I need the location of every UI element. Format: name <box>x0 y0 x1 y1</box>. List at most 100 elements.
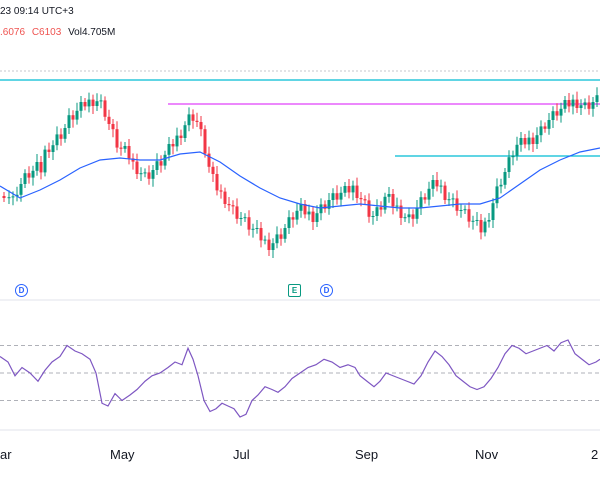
candle-body <box>131 158 135 162</box>
candle-body <box>431 180 435 189</box>
candle-body <box>263 239 267 241</box>
candle-body <box>139 173 143 175</box>
candle-body <box>427 188 431 200</box>
candle-body <box>199 122 203 130</box>
candle-body <box>467 209 471 222</box>
candle-body <box>211 166 215 174</box>
candle-body <box>323 204 327 209</box>
candle-body <box>351 185 355 193</box>
candle-body <box>47 149 51 152</box>
candle-body <box>39 162 43 173</box>
candle-body <box>11 196 15 198</box>
close-value: C6103 <box>31 27 62 38</box>
candle-body <box>239 218 243 219</box>
candle-body <box>511 155 515 158</box>
candle-body <box>327 200 331 209</box>
candle-body <box>575 99 579 108</box>
candle-body <box>207 153 211 167</box>
candle-body <box>163 154 167 166</box>
candle-body <box>491 203 495 220</box>
candle-body <box>435 180 439 187</box>
ohlc-fragment: .6076 <box>0 27 26 38</box>
candle-body <box>243 217 247 219</box>
candle-body <box>271 243 275 250</box>
candle-body <box>123 146 127 149</box>
candle-body <box>175 135 179 147</box>
candle-body <box>287 217 291 228</box>
candle-body <box>367 200 371 217</box>
candle-body <box>191 114 195 121</box>
dividend-marker-2[interactable]: D <box>320 284 333 297</box>
candle-body <box>419 197 423 208</box>
x-tick-label: 2 <box>591 447 599 462</box>
candle-body <box>355 185 359 198</box>
candle-body <box>403 217 407 219</box>
candle-body <box>183 125 187 138</box>
candle-body <box>443 185 447 200</box>
candle-body <box>223 191 227 204</box>
candle-body <box>391 194 395 207</box>
rsi-line <box>0 339 600 418</box>
candle-body <box>499 184 503 187</box>
candle-body <box>423 197 427 200</box>
candle-body <box>523 138 527 145</box>
candle-body <box>167 144 171 155</box>
candle-body <box>251 228 255 230</box>
candle-body <box>519 138 523 145</box>
candle-body <box>471 220 475 222</box>
candle-body <box>531 137 535 144</box>
timestamp-label: 23 09:14 UTC+3 <box>0 6 74 17</box>
candle-body <box>555 111 559 116</box>
candle-body <box>283 228 287 239</box>
candle-body <box>235 206 239 219</box>
earnings-marker[interactable]: E <box>288 284 301 297</box>
candle-body <box>475 220 479 221</box>
candle-body <box>75 110 79 120</box>
candle-body <box>7 197 11 199</box>
candle-body <box>79 102 83 111</box>
candle-body <box>335 193 339 200</box>
candle-body <box>87 99 91 107</box>
candle-body <box>319 204 323 214</box>
candle-body <box>595 95 599 102</box>
candle-body <box>483 221 487 233</box>
candle-body <box>311 211 315 222</box>
candle-body <box>19 184 23 195</box>
candle-body <box>35 162 39 171</box>
candle-body <box>387 194 391 197</box>
candle-body <box>143 172 147 174</box>
candle-body <box>155 161 159 170</box>
candle-body <box>399 205 403 218</box>
candle-body <box>459 210 463 211</box>
candle-body <box>31 170 35 178</box>
candle-body <box>279 234 283 239</box>
candle-body <box>171 144 175 147</box>
candle-body <box>107 116 111 124</box>
candle-body <box>71 115 75 120</box>
candle-body <box>127 146 131 159</box>
candle-body <box>291 217 295 220</box>
candle-body <box>487 220 491 222</box>
candle-body <box>527 137 531 145</box>
candle-body <box>159 161 163 166</box>
candle-body <box>307 211 311 215</box>
candle-body <box>515 144 519 156</box>
candle-body <box>579 105 583 108</box>
candle-body <box>227 204 231 206</box>
candle-body <box>203 129 207 154</box>
candle-body <box>411 214 415 219</box>
candle-body <box>347 186 351 193</box>
candle-body <box>147 172 151 179</box>
candle-body <box>551 111 555 120</box>
candle-body <box>559 108 563 116</box>
x-tick-label: ar <box>0 447 12 462</box>
candle-body <box>343 186 347 193</box>
candle-body <box>567 100 571 107</box>
candle-body <box>587 102 591 109</box>
candle-body <box>339 192 343 200</box>
candle-body <box>571 99 575 107</box>
candle-body <box>219 190 223 192</box>
x-tick-label: Nov <box>475 447 499 462</box>
dividend-marker-1[interactable]: D <box>15 284 28 297</box>
